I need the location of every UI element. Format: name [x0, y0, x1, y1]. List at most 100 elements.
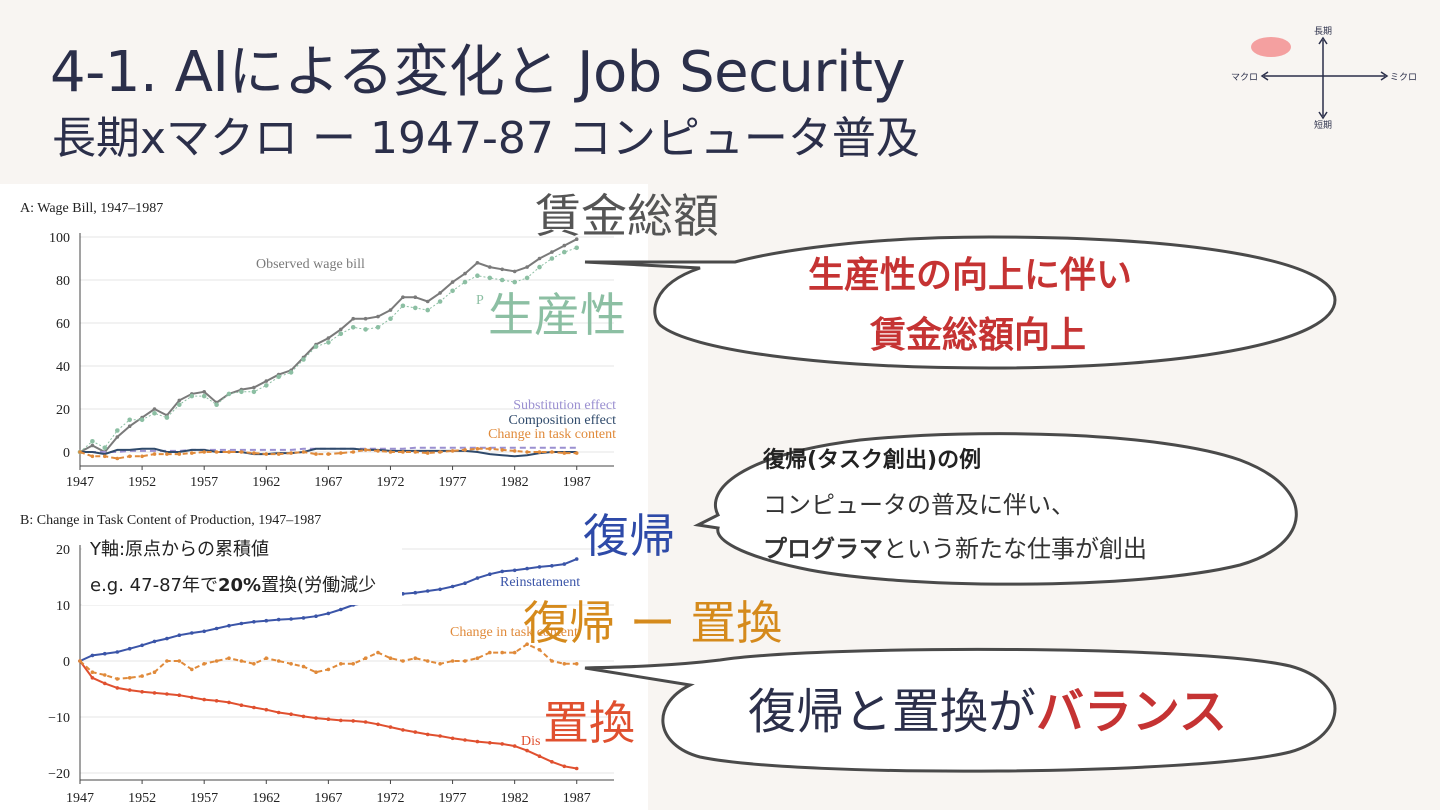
bubble-top-line2: 賃金総額向上 — [870, 315, 1087, 356]
x-tick-label: 1977 — [439, 791, 467, 806]
data-point-task — [289, 451, 293, 455]
y-tick-label: −10 — [48, 711, 70, 726]
data-point-productivity — [276, 374, 282, 380]
data-point-displacement — [90, 676, 95, 680]
data-point-wage — [450, 280, 455, 284]
data-point-wage — [512, 269, 517, 274]
data-point-task — [363, 448, 368, 452]
data-point-net — [214, 659, 219, 663]
data-point-task — [525, 450, 529, 454]
data-point-task — [574, 451, 579, 455]
y-tick-label: −20 — [48, 767, 70, 782]
quadrant-bottom-label: 短期 — [1314, 119, 1332, 131]
data-point-reinstatement — [500, 569, 505, 574]
data-point-task — [214, 450, 219, 454]
data-point-reinstatement — [214, 626, 219, 631]
data-point-productivity — [326, 340, 331, 345]
data-point-displacement — [488, 741, 492, 745]
data-point-net — [401, 659, 405, 663]
label-substitution-effect: Substitution effect — [513, 398, 616, 413]
label-observed-wage-bill: Observed wage bill — [256, 257, 365, 272]
data-point-productivity — [201, 393, 207, 399]
data-point-task — [252, 451, 256, 455]
data-point-reinstatement — [475, 576, 480, 580]
data-point-net — [78, 659, 82, 663]
data-point-reinstatement — [140, 643, 144, 648]
data-point-displacement — [264, 707, 269, 712]
data-point-productivity — [400, 303, 406, 309]
data-point-productivity — [450, 288, 455, 294]
data-point-task — [140, 454, 144, 459]
quadrant-top-label: 長期 — [1314, 26, 1332, 37]
data-point-task — [339, 451, 343, 455]
data-point-productivity — [214, 402, 219, 408]
data-point-productivity — [562, 249, 567, 255]
bubble-bottom-accent: バランス — [1036, 684, 1228, 740]
data-point-wage — [376, 314, 380, 319]
data-point-displacement — [339, 718, 343, 723]
data-point-task — [488, 447, 492, 451]
data-point-net — [227, 656, 231, 660]
note-example-c: 置換(労働減少 — [261, 575, 377, 596]
data-point-productivity — [499, 277, 505, 283]
data-point-productivity — [139, 417, 145, 423]
data-point-productivity — [574, 245, 579, 251]
data-point-productivity — [115, 428, 120, 433]
data-point-net — [301, 664, 306, 669]
data-point-reinstatement — [276, 617, 281, 622]
quadrant-marker — [1251, 37, 1291, 57]
data-point-displacement — [438, 734, 442, 738]
data-point-reinstatement — [537, 565, 542, 569]
data-point-displacement — [103, 681, 107, 686]
data-point-net — [103, 673, 107, 677]
data-point-productivity — [537, 264, 542, 270]
x-tick-label: 1952 — [128, 791, 156, 806]
data-point-reinstatement — [264, 618, 269, 623]
data-point-productivity — [475, 273, 480, 279]
overlay-wage-bill: 賃金総額 — [535, 189, 719, 243]
data-point-reinstatement — [326, 611, 331, 616]
data-point-task — [475, 447, 480, 451]
data-point-displacement — [537, 754, 542, 758]
data-point-net — [562, 662, 567, 666]
data-point-net — [463, 659, 467, 663]
data-point-displacement — [376, 722, 380, 727]
data-point-wage — [550, 250, 554, 254]
y-tick-label: 100 — [49, 231, 70, 246]
data-point-displacement — [525, 748, 529, 753]
data-point-displacement — [562, 764, 567, 769]
data-point-task — [301, 450, 306, 454]
data-point-displacement — [475, 739, 480, 744]
x-tick-label: 1957 — [190, 791, 218, 806]
bubble-middle-title: 復帰(タスク創出)の例 — [763, 448, 982, 473]
data-point-productivity — [487, 275, 493, 281]
x-tick-label: 1962 — [252, 791, 280, 806]
x-tick-label: 1982 — [501, 791, 529, 806]
data-point-displacement — [574, 766, 579, 771]
data-point-net — [239, 659, 244, 663]
data-point-task — [562, 451, 567, 455]
data-point-net — [190, 667, 194, 672]
data-point-task — [425, 451, 430, 455]
quadrant-left-label: マクロ — [1231, 72, 1258, 83]
data-point-wage — [401, 295, 405, 300]
data-point-wage — [202, 390, 206, 394]
data-point-reinstatement — [463, 581, 467, 585]
data-point-wage — [488, 265, 492, 269]
data-point-displacement — [512, 744, 517, 748]
data-point-task — [537, 450, 542, 454]
data-point-productivity — [425, 307, 431, 313]
bubble-middle-line1: コンピュータの普及に伴い、 — [763, 491, 1075, 519]
data-point-productivity — [164, 415, 170, 420]
y-tick-label: 60 — [56, 317, 70, 332]
data-point-reinstatement — [90, 653, 95, 658]
data-point-net — [289, 662, 293, 666]
data-point-net — [388, 656, 393, 660]
data-point-displacement — [239, 703, 244, 707]
data-point-productivity — [350, 325, 356, 330]
data-point-task — [512, 449, 517, 453]
data-point-net — [90, 670, 95, 674]
data-point-net — [413, 656, 418, 660]
data-point-wage — [574, 237, 579, 241]
